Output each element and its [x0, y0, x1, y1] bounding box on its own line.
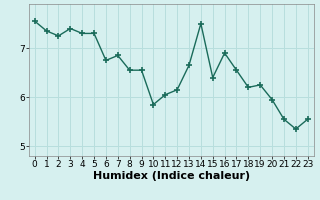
X-axis label: Humidex (Indice chaleur): Humidex (Indice chaleur): [92, 171, 250, 181]
